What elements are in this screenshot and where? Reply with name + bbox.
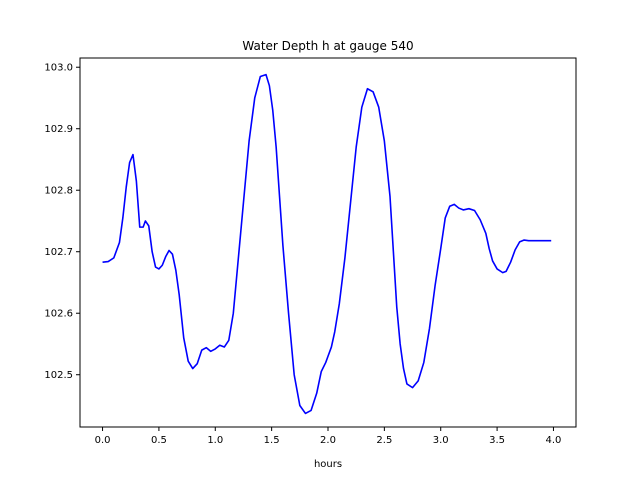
x-tick-label: 0.5 [151, 435, 167, 446]
x-tick-label: 3.0 [433, 435, 449, 446]
y-tick-label: 103.0 [44, 63, 73, 74]
chart-title: Water Depth h at gauge 540 [242, 39, 413, 53]
x-tick-label: 1.0 [207, 435, 223, 446]
x-tick-label: 2.0 [320, 435, 336, 446]
y-tick-label: 102.9 [44, 124, 73, 135]
y-tick-label: 102.7 [44, 247, 73, 258]
y-tick-label: 102.8 [44, 186, 73, 197]
y-tick-label: 102.6 [44, 309, 73, 320]
x-tick-label: 3.5 [489, 435, 505, 446]
x-tick-label: 0.0 [95, 435, 111, 446]
x-axis-label: hours [314, 459, 342, 470]
plot-area: 0.0 0.5 1.0 1.5 2.0 2.5 3.0 3.5 4.0 102.5 102.6 102… [44, 57, 577, 446]
data-line-0 [102, 73, 552, 415]
x-tick-label: 2.5 [376, 435, 392, 446]
y-tick-label: 102.5 [44, 370, 73, 381]
x-tick-label: 4.0 [546, 435, 562, 446]
x-tick-label: 1.5 [264, 435, 280, 446]
